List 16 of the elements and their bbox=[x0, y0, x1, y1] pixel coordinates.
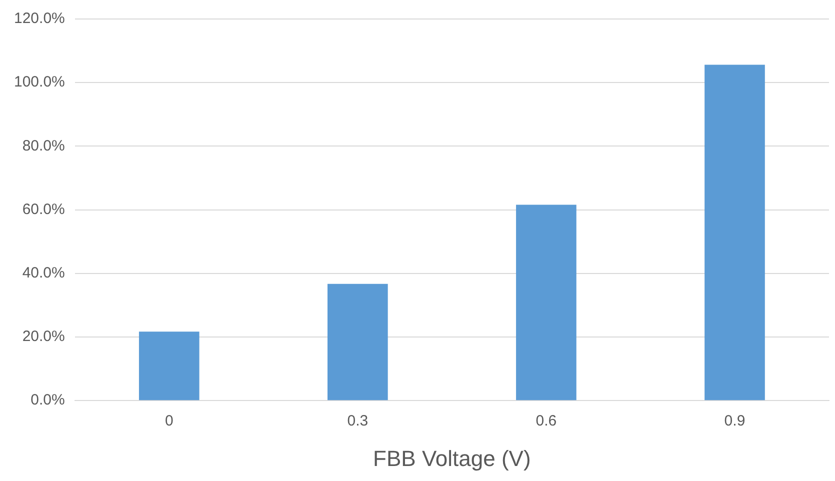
y-tick-label: 20.0% bbox=[22, 328, 65, 346]
bar bbox=[516, 204, 576, 400]
y-tick-label: 80.0% bbox=[22, 137, 65, 154]
y-tick-label: 120.0% bbox=[14, 10, 65, 28]
y-tick-label: 100.0% bbox=[14, 74, 65, 91]
y-tick-label: 0.0% bbox=[30, 392, 65, 409]
y-tick-label: 60.0% bbox=[22, 200, 65, 218]
bar bbox=[138, 332, 200, 400]
x-tick-label: 0.3 bbox=[347, 412, 368, 430]
bar bbox=[704, 64, 765, 400]
x-tick-label: 0.9 bbox=[724, 412, 746, 430]
bar bbox=[328, 284, 388, 400]
y-tick-label: 40.0% bbox=[22, 264, 65, 282]
x-tick-label: 0.6 bbox=[536, 412, 557, 430]
x-tick-label: 0 bbox=[164, 412, 174, 430]
x-axis-title: FBB Voltage (V) bbox=[373, 446, 531, 471]
